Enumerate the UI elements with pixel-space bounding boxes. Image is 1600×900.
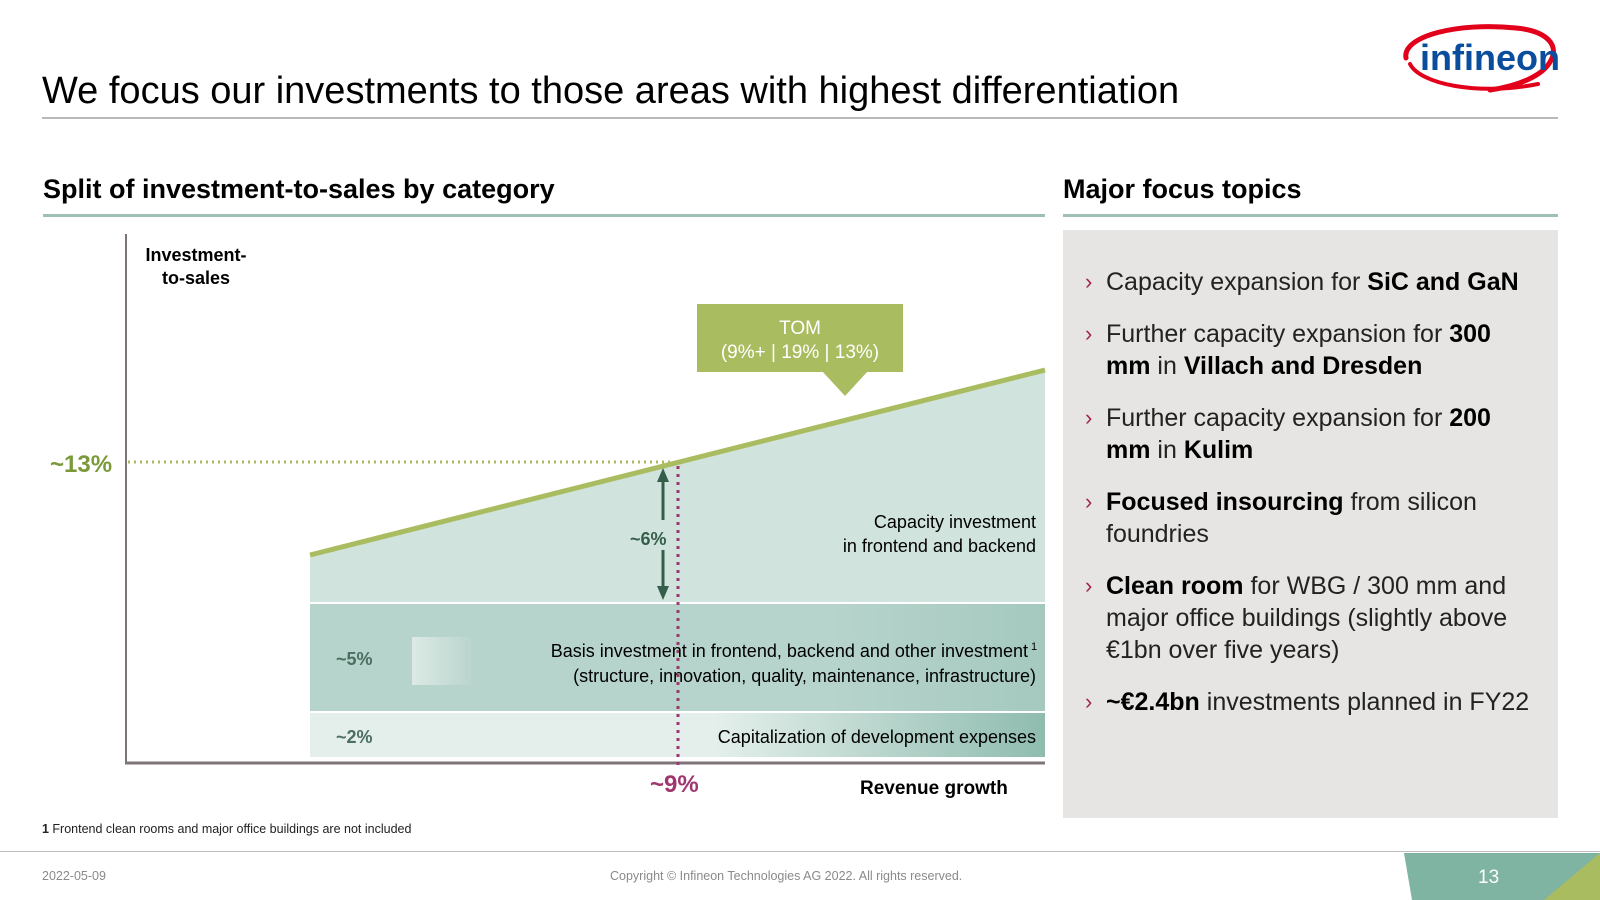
capacity-label-line1: Capacity investment xyxy=(874,512,1036,532)
tom-label-line2: (9%+ | 19% | 13%) xyxy=(721,342,879,363)
focus-topic-text: investments planned in FY22 xyxy=(1199,688,1530,716)
focus-topic-text: Further capacity expansion for xyxy=(1106,320,1450,348)
target-value-label: ~13% xyxy=(50,451,112,478)
focus-topic-emphasis: Focused insourcing xyxy=(1106,488,1344,516)
footer-divider xyxy=(0,851,1600,852)
x-axis-label: Revenue growth xyxy=(860,778,1008,799)
footer-date: 2022-05-09 xyxy=(42,869,106,883)
capitalization-layer xyxy=(310,713,1045,757)
basis-footnote-marker: 1 xyxy=(1031,641,1037,653)
basis-value-label: ~5% xyxy=(336,649,373,669)
capitalization-label: Capitalization of development expenses xyxy=(718,727,1036,747)
tom-label-line1: TOM xyxy=(779,318,821,339)
capitalization-value-label: ~2% xyxy=(336,727,373,747)
capacity-layer xyxy=(310,370,1045,602)
focus-topic-emphasis: Clean room xyxy=(1106,572,1244,600)
title-divider xyxy=(42,117,1558,119)
focus-topic-text: in xyxy=(1150,436,1184,464)
y-axis-label-line2: to-sales xyxy=(162,268,230,288)
basis-label-line1: Basis investment in frontend, backend an… xyxy=(551,641,1028,661)
focus-topic-item: › ~€2.4bn investments planned in FY22 xyxy=(1063,686,1558,718)
capacity-label-line2: in frontend and backend xyxy=(843,536,1036,556)
trend-line xyxy=(309,367,1046,558)
growth-value-label: ~9% xyxy=(650,771,699,798)
left-heading-rule xyxy=(43,214,1045,217)
chevron-right-icon: › xyxy=(1085,689,1093,714)
tom-callout-pointer xyxy=(822,371,868,396)
footnote-marker: 1 xyxy=(42,822,49,836)
focus-topic-emphasis: SiC and GaN xyxy=(1367,268,1519,296)
logo-wordmark: infineon xyxy=(1420,37,1560,78)
focus-topic-text: from silicon foundries xyxy=(1106,488,1477,548)
focus-topic-emphasis: Villach and Dresden xyxy=(1183,352,1423,380)
focus-topic-item: › Further capacity expansion for 200 mm i… xyxy=(1063,402,1558,466)
tom-callout xyxy=(697,304,903,372)
left-heading: Split of investment-to-sales by category xyxy=(43,174,555,204)
chevron-right-icon: › xyxy=(1085,405,1093,430)
page-number: 13 xyxy=(1478,867,1500,888)
page-number-tab xyxy=(1404,853,1600,900)
y-axis-label-line1: Investment- xyxy=(145,245,246,265)
chevron-right-icon: › xyxy=(1085,489,1093,514)
delta-arrow-head-down xyxy=(657,586,669,600)
focus-topic-emphasis: 200 mm xyxy=(1106,404,1491,464)
basis-fade xyxy=(412,637,474,685)
focus-topic-text: Further capacity expansion for xyxy=(1106,404,1450,432)
focus-topic-emphasis: 300 mm xyxy=(1106,320,1491,380)
focus-topic-item: › Focused insourcing from silicon foundri… xyxy=(1063,486,1558,550)
right-heading-rule xyxy=(1063,214,1558,217)
focus-topic-item: › Clean room for WBG / 300 mm and major o… xyxy=(1063,570,1558,666)
focus-topic-text: for WBG / 300 mm and major office buildi… xyxy=(1106,572,1508,664)
footnote: 1 Frontend clean rooms and major office … xyxy=(42,822,411,836)
chevron-right-icon: › xyxy=(1085,321,1093,346)
focus-topic-item: › Capacity expansion for SiC and GaN xyxy=(1063,266,1558,298)
infineon-logo: infineon xyxy=(1403,24,1560,93)
delta-value-label: ~6% xyxy=(630,529,667,549)
focus-topic-emphasis: ~€2.4bn xyxy=(1106,688,1200,716)
delta-arrow-head-up xyxy=(657,468,669,482)
slide-title: We focus our investments to those areas … xyxy=(42,70,1180,112)
focus-topic-text: Capacity expansion for xyxy=(1106,268,1368,296)
right-heading: Major focus topics xyxy=(1063,174,1302,204)
focus-topic-emphasis: Kulim xyxy=(1183,436,1254,464)
focus-topics-panel: › Capacity expansion for SiC and GaN › Furt… xyxy=(1063,230,1558,818)
focus-topic-text: in xyxy=(1150,352,1184,380)
focus-topic-item: › Further capacity expansion for 300 mm i… xyxy=(1063,318,1558,382)
footer-copyright: Copyright © Infineon Technologies AG 202… xyxy=(610,869,963,883)
focus-topics-list: › Capacity expansion for SiC and GaN › Furt… xyxy=(1063,266,1558,738)
footnote-text: Frontend clean rooms and major office bu… xyxy=(48,822,412,836)
chevron-right-icon: › xyxy=(1085,573,1093,598)
basis-label-line2: (structure, innovation, quality, mainten… xyxy=(573,666,1036,686)
chevron-right-icon: › xyxy=(1085,269,1093,294)
